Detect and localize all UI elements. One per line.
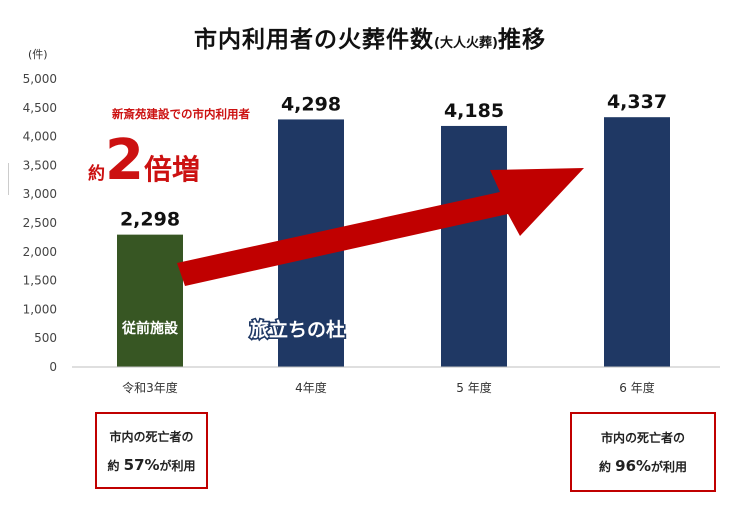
- y-tick-label: 1,000: [23, 302, 57, 316]
- usage-right-prefix: 約: [598, 460, 611, 474]
- data-label: 2,298: [120, 209, 180, 231]
- usage-box-left-line2: 約 57%が利用: [97, 451, 206, 480]
- increase-number: 2: [105, 128, 144, 193]
- y-unit-label: (件): [28, 48, 48, 61]
- y-tick-label: 3,500: [23, 158, 57, 172]
- y-tick-label: 4,500: [23, 101, 57, 115]
- data-label: 4,298: [281, 93, 341, 115]
- x-tick-label: 4年度: [295, 380, 327, 395]
- y-tick-label: 4,000: [23, 130, 57, 144]
- increase-callout: 約2倍増: [88, 133, 200, 189]
- title-sub: (大人火葬): [434, 36, 498, 51]
- usage-box-right-line2: 約 96%が利用: [572, 452, 714, 481]
- y-tick-label: 2,500: [23, 216, 57, 230]
- data-label: 4,185: [444, 100, 504, 122]
- bar-1: [117, 234, 183, 367]
- old-facility-label: 従前施設: [121, 320, 179, 337]
- y-tick-label: 0: [49, 360, 57, 374]
- title-suffix: 推移: [497, 27, 546, 53]
- usage-box-left: 市内の死亡者の 約 57%が利用: [95, 412, 208, 489]
- usage-right-pct: 96%: [615, 457, 652, 475]
- usage-box-right-line1: 市内の死亡者の: [600, 431, 685, 445]
- y-tick-label: 1,500: [23, 274, 57, 288]
- x-tick-label: 5 年度: [456, 380, 491, 395]
- data-label: 4,337: [607, 91, 667, 113]
- side-mark: [8, 163, 9, 195]
- title-main: 市内利用者の火葬件数: [194, 27, 435, 53]
- y-tick-label: 3,000: [23, 187, 57, 201]
- increase-suffix: 倍増: [143, 153, 200, 186]
- usage-box-left-line1: 市内の死亡者の: [109, 430, 194, 444]
- y-tick-label: 5,000: [23, 72, 57, 86]
- increase-prefix: 約: [88, 164, 105, 184]
- bar-4: [604, 117, 670, 367]
- y-tick-label: 500: [34, 331, 57, 345]
- usage-box-right: 市内の死亡者の 約 96%が利用: [570, 412, 716, 492]
- annotation-note: 新斎苑建設での市内利用者: [112, 107, 250, 121]
- y-tick-label: 2,000: [23, 245, 57, 259]
- chart-title: 市内利用者の火葬件数(大人火葬)推移: [0, 20, 740, 54]
- x-tick-label: 令和3年度: [122, 380, 178, 395]
- usage-right-suffix: が利用: [651, 460, 688, 474]
- usage-left-suffix: が利用: [159, 459, 196, 473]
- new-facility-label: 旅立ちの杜: [250, 318, 345, 341]
- bar-3: [441, 125, 507, 367]
- increase-arrow: [177, 168, 584, 286]
- usage-left-pct: 57%: [123, 456, 160, 474]
- x-tick-label: 6 年度: [619, 380, 654, 395]
- usage-left-prefix: 約: [107, 459, 120, 473]
